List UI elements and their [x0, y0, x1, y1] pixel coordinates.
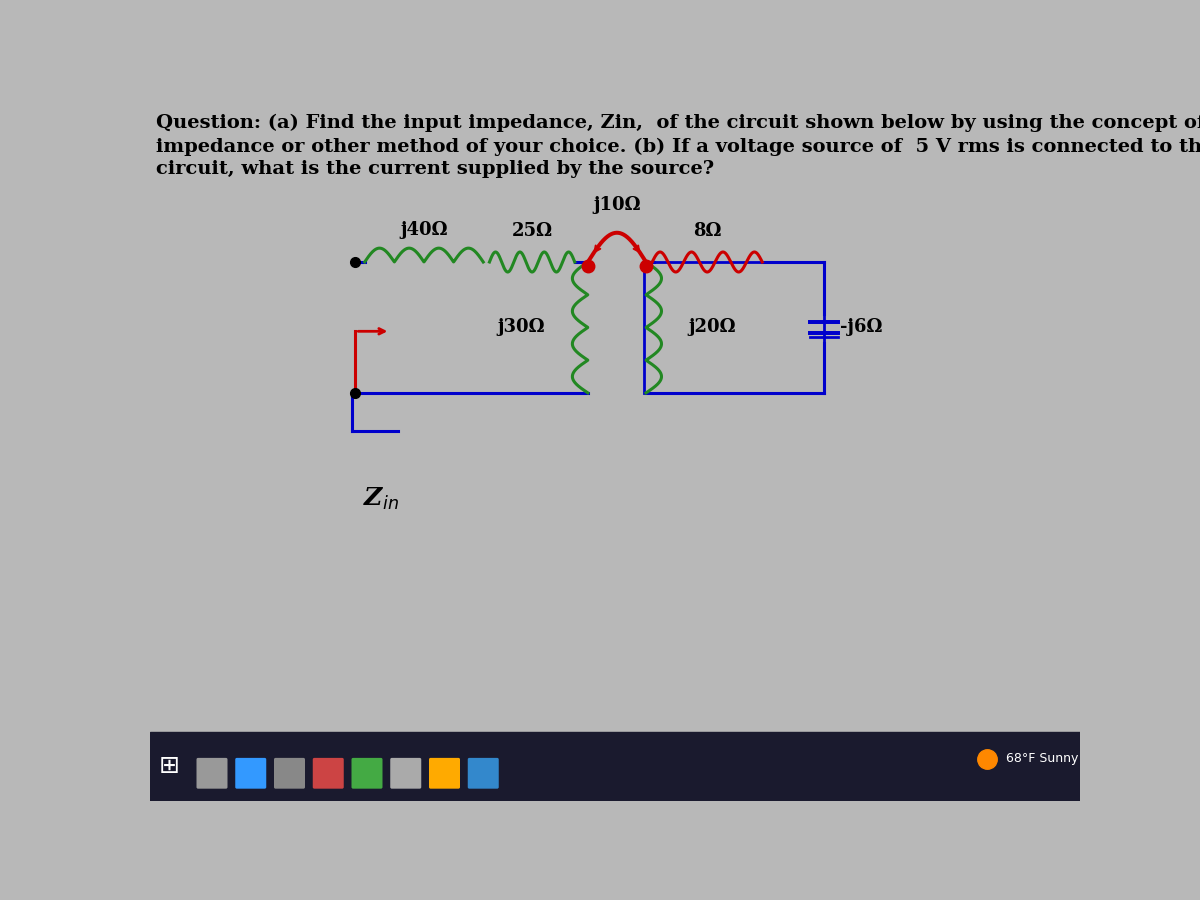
FancyBboxPatch shape — [197, 758, 228, 788]
FancyBboxPatch shape — [468, 758, 499, 788]
Text: j20Ω: j20Ω — [689, 319, 736, 337]
Text: j10Ω: j10Ω — [593, 196, 641, 214]
FancyBboxPatch shape — [352, 758, 383, 788]
Text: -j6Ω: -j6Ω — [840, 319, 882, 337]
Text: j30Ω: j30Ω — [498, 319, 545, 337]
Text: 25Ω: 25Ω — [511, 222, 552, 240]
Bar — [150, 732, 1080, 801]
Text: Z$_{in}$: Z$_{in}$ — [364, 485, 400, 511]
FancyBboxPatch shape — [235, 758, 266, 788]
FancyBboxPatch shape — [390, 758, 421, 788]
FancyBboxPatch shape — [274, 758, 305, 788]
Text: ⊞: ⊞ — [158, 754, 180, 778]
Text: circuit, what is the current supplied by the source?: circuit, what is the current supplied by… — [156, 160, 714, 178]
Text: 8Ω: 8Ω — [694, 222, 721, 240]
Bar — [644, 262, 824, 393]
Text: Question: (a) Find the input impedance, Zin,  of the circuit shown below by usin: Question: (a) Find the input impedance, … — [156, 114, 1200, 132]
FancyBboxPatch shape — [313, 758, 343, 788]
FancyBboxPatch shape — [430, 758, 460, 788]
Text: 68°F Sunny: 68°F Sunny — [1007, 752, 1079, 765]
Text: j40Ω: j40Ω — [401, 220, 448, 238]
Text: impedance or other method of your choice. (b) If a voltage source of  5 V rms is: impedance or other method of your choice… — [156, 138, 1200, 156]
